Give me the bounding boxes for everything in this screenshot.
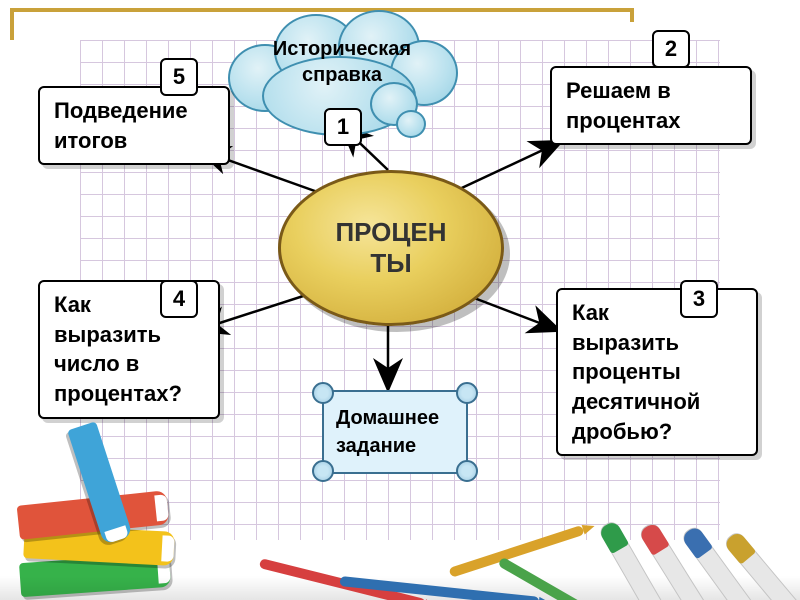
badge-1: 1 [324,108,362,146]
cloud-label: Историческая справка [262,36,422,88]
homework-text: Домашнее задание [336,404,439,460]
badge-2: 2 [652,30,690,68]
badge-3: 3 [680,280,718,318]
node-5-text: Подведение итогов [54,96,214,155]
badge-5: 5 [160,58,198,96]
central-topic[interactable]: ПРОЦЕН ТЫ [278,170,504,326]
node-2-box[interactable]: Решаем в процентах [550,66,752,145]
homework-scroll[interactable]: Домашнее задание [310,382,480,482]
node-3-box[interactable]: Как выразить проценты десятичной дробью? [556,288,758,456]
node-3-text: Как выразить проценты десятичной дробью? [572,298,742,446]
node-5-box[interactable]: Подведение итогов [38,86,230,165]
diagram-stage: { "colors": { "frame": "#c9a13a", "grid_… [0,0,800,600]
badge-4: 4 [160,280,198,318]
node-2-text: Решаем в процентах [566,76,736,135]
